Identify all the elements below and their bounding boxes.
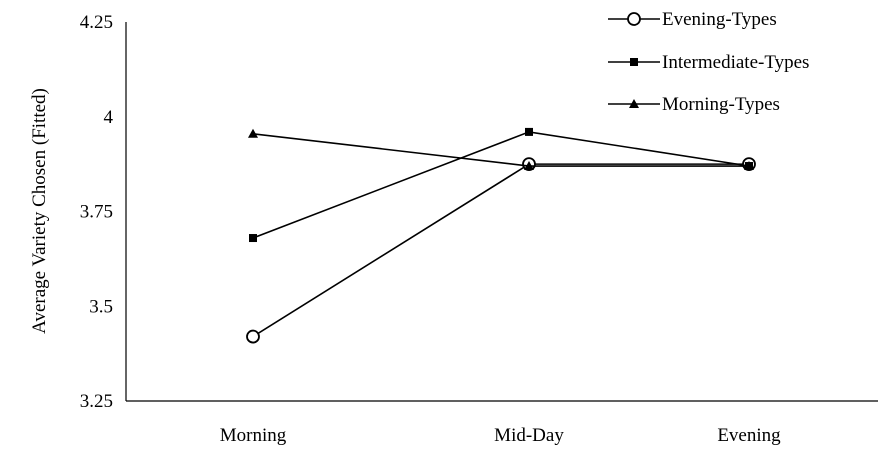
- legend-label: Intermediate-Types: [662, 52, 809, 73]
- y-tick-label: 4.25: [80, 12, 113, 33]
- data-point: [248, 128, 258, 138]
- data-point: [744, 161, 754, 171]
- legend-label: Morning-Types: [662, 94, 780, 115]
- legend-item: Intermediate-Types: [608, 52, 809, 73]
- series-line: [252, 133, 749, 167]
- series-layer: [246, 127, 756, 344]
- x-tick-label: Mid-Day: [494, 425, 564, 446]
- data-point: [246, 329, 260, 344]
- y-tick-label: 4: [104, 107, 114, 128]
- legend-item: Evening-Types: [608, 9, 777, 30]
- legend-label: Evening-Types: [662, 9, 777, 30]
- chart-axes: [125, 22, 878, 402]
- y-tick-label: 3.75: [80, 202, 113, 223]
- series-morning-types: [248, 128, 754, 171]
- series-evening-types: [246, 157, 756, 344]
- series-line: [252, 131, 750, 239]
- y-axis-title: Average Variety Chosen (Fitted): [29, 88, 50, 334]
- legend: Evening-Types Intermediate-Types Morning-T…: [608, 9, 809, 115]
- data-point: [524, 161, 534, 171]
- data-point: [249, 234, 257, 243]
- y-tick-label: 3.5: [89, 296, 113, 317]
- series-line: [252, 163, 749, 338]
- y-tick-labels: 3.25 3.5 3.75 4 4.25: [80, 12, 114, 412]
- x-tick-label: Evening: [717, 425, 781, 446]
- legend-marker: [629, 99, 639, 108]
- y-tick-label: 3.25: [80, 391, 113, 412]
- legend-marker: [630, 58, 638, 66]
- series-intermediate-types: [249, 127, 753, 243]
- x-tick-label: Morning: [220, 425, 287, 446]
- legend-marker: [627, 12, 641, 26]
- x-tick-labels: Morning Mid-Day Evening: [220, 425, 781, 446]
- legend-item: Morning-Types: [608, 94, 780, 115]
- data-point: [525, 127, 533, 136]
